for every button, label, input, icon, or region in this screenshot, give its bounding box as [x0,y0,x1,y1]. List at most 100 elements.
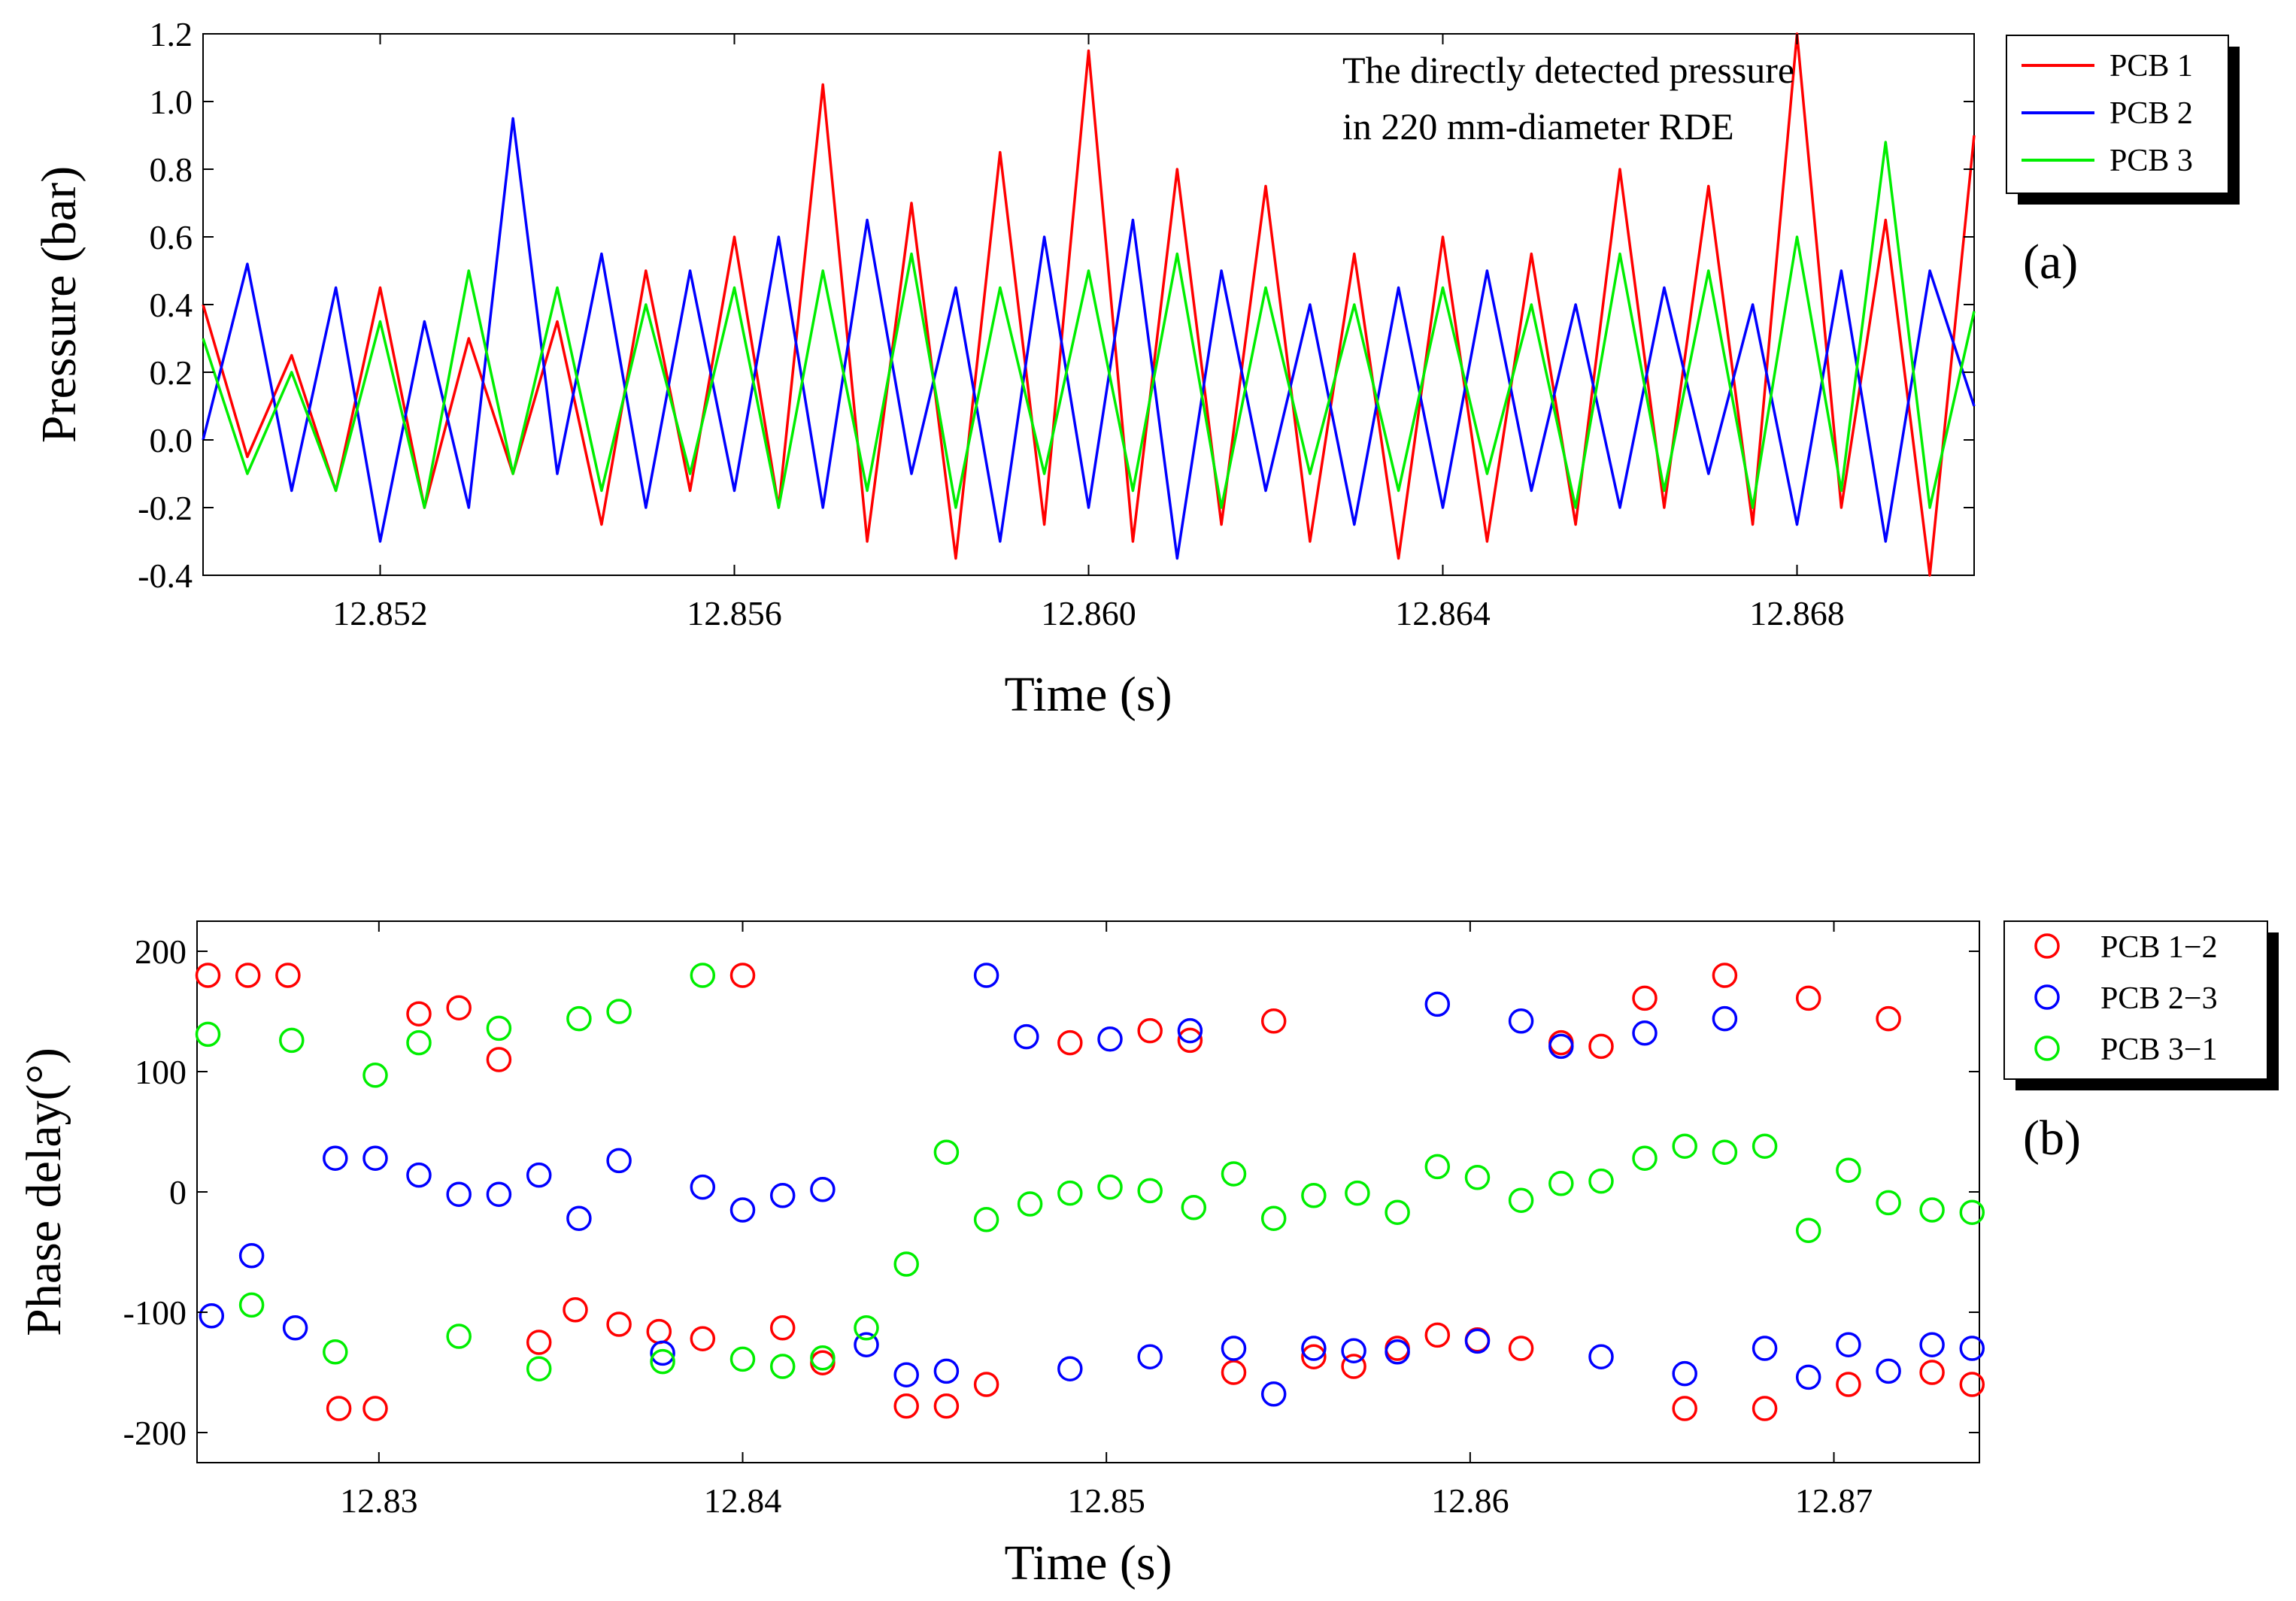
point-pcb-1-2 [235,963,261,988]
series-line-pcb-2 [202,117,1976,560]
point-pcb-3-1 [1181,1195,1207,1220]
x-tick-label: 12.84 [704,1481,782,1520]
point-pcb-3-1 [238,1292,265,1318]
x-tick-label: 12.864 [1395,594,1491,632]
legend-b: PCB 1−2 PCB 2−3 PCB 3−1 [2003,920,2279,1090]
x-tick-label: 12.87 [1795,1481,1873,1520]
plot-a-lines [202,32,1976,577]
point-pcb-3-1 [279,1027,305,1054]
point-pcb-1-2 [810,1350,836,1375]
y-tick-label: 0.0 [150,421,193,459]
point-pcb-2-3 [323,1145,348,1171]
point-pcb-2-3 [566,1205,592,1231]
x-tick-label: 12.83 [340,1481,418,1520]
point-pcb-3-1 [1385,1199,1410,1225]
point-pcb-1-2 [1260,1008,1287,1034]
y-tick-label: -100 [123,1293,187,1332]
point-pcb-1-2 [1137,1017,1163,1044]
point-pcb-1-2 [1588,1033,1614,1060]
point-pcb-1-2 [1057,1029,1083,1056]
point-pcb-1-2 [1301,1344,1327,1369]
point-pcb-1-2 [195,963,221,988]
point-pcb-2-3 [1097,1026,1123,1052]
point-pcb-2-3 [1672,1360,1697,1387]
point-pcb-2-3 [1959,1336,1985,1361]
x-tick-label: 12.860 [1041,594,1136,632]
point-pcb-2-3 [1137,1344,1163,1369]
point-pcb-1-2 [563,1297,588,1323]
point-pcb-3-1 [1057,1180,1083,1206]
point-pcb-3-1 [323,1339,348,1365]
x-tick-label: 12.86 [1431,1481,1509,1520]
plot-frame-b [196,920,1980,1463]
point-pcb-2-3 [1385,1339,1410,1365]
y-tick-label: 100 [135,1053,187,1091]
point-pcb-2-3 [362,1145,388,1171]
point-pcb-2-3 [1057,1356,1083,1381]
point-pcb-1-2 [1221,1360,1247,1385]
y-tick-label: -0.4 [138,556,193,595]
point-pcb-3-1 [1221,1161,1247,1187]
point-pcb-2-3 [1464,1328,1491,1354]
point-pcb-1-2 [1672,1396,1697,1421]
point-pcb-3-1 [526,1356,552,1381]
point-pcb-2-3 [1424,991,1451,1017]
series-line-pcb-1 [202,32,1976,577]
point-pcb-1-2 [1508,1336,1534,1361]
point-pcb-3-1 [810,1345,836,1371]
point-pcb-2-3 [1919,1332,1945,1357]
point-pcb-2-3 [1260,1381,1287,1407]
point-pcb-1-2 [1712,963,1738,988]
axes-a: 12.852 12.856 12.860 12.864 12.868 -0.4 -0.2 0.… [138,15,1974,632]
point-pcb-3-1 [854,1315,879,1341]
point-pcb-3-1 [1424,1154,1451,1180]
point-pcb-1-2 [1876,1005,1901,1032]
annotation-line-1: The directly detected pressure [1342,49,1794,91]
point-pcb-1-2 [406,1001,432,1026]
point-pcb-3-1 [1260,1205,1287,1231]
point-pcb-2-3 [769,1183,796,1208]
y-tick-label: 0.6 [150,218,193,256]
point-pcb-1-2 [973,1372,999,1397]
point-pcb-1-2 [526,1330,552,1355]
point-pcb-3-1 [195,1021,221,1048]
panel-label-a: (a) [2023,235,2078,290]
point-pcb-2-3 [1341,1338,1366,1363]
point-pcb-3-1 [1876,1190,1901,1216]
x-axis-label-a: Time (s) [1004,667,1172,722]
panel-b: 12.83 12.84 12.85 12.86 12.87 -200 -100 0 100 200… [17,920,2279,1590]
point-pcb-2-3 [606,1148,632,1174]
point-pcb-1-2 [1752,1396,1778,1421]
legend-marker-pcb23 [2034,984,2060,1010]
point-pcb-1-2 [606,1311,632,1337]
y-tick-label: 0 [169,1173,187,1211]
point-pcb-2-3 [650,1340,675,1366]
point-pcb-1-2 [446,995,472,1020]
point-pcb-3-1 [1795,1217,1821,1243]
point-pcb-3-1 [650,1348,675,1375]
point-pcb-2-3 [1836,1332,1861,1357]
point-pcb-1-2 [362,1396,388,1421]
point-pcb-3-1 [1345,1180,1370,1206]
point-pcb-2-3 [690,1174,716,1200]
legend-label-pcb23: PCB 2−3 [2100,981,2218,1016]
point-pcb-3-1 [893,1251,919,1277]
point-pcb-2-3 [1712,1005,1738,1032]
y-tick-label: -200 [123,1414,187,1452]
point-pcb-3-1 [566,1005,592,1032]
y-tick-label: 0.8 [150,150,193,189]
legend-label-pcb3: PCB 3 [2109,144,2193,178]
point-pcb-1-2 [893,1393,919,1419]
point-pcb-3-1 [1712,1139,1738,1165]
point-pcb-1-2 [1795,985,1821,1011]
legend-marker-pcb31 [2034,1035,2060,1061]
legend-label-pcb1: PCB 1 [2109,49,2193,83]
point-pcb-2-3 [1632,1020,1658,1046]
point-pcb-2-3 [1301,1336,1327,1361]
legend-a: PCB 1 PCB 2 PCB 3 [2006,35,2240,205]
point-pcb-3-1 [446,1324,472,1349]
panel-label-b: (b) [2023,1111,2081,1166]
point-pcb-3-1 [606,999,632,1024]
point-pcb-3-1 [1959,1199,1985,1225]
point-pcb-2-3 [854,1332,879,1357]
